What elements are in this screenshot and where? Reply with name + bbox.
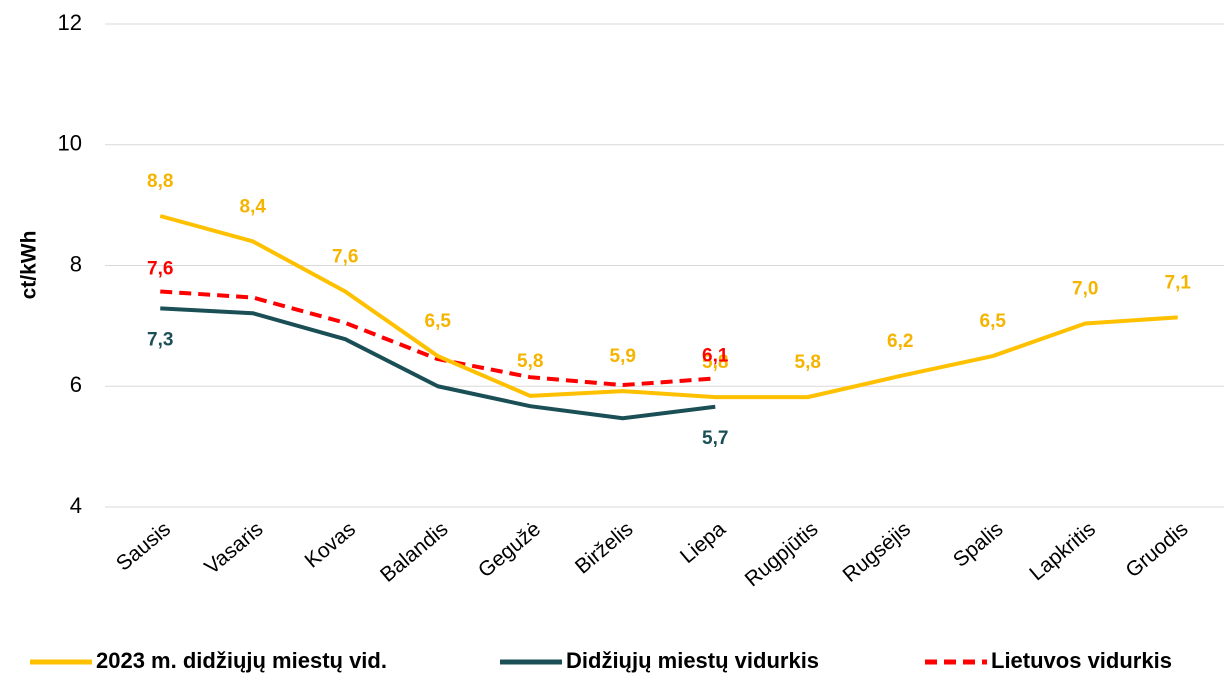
x-tick-label: Liepa [676, 517, 730, 568]
data-label: 6,1 [702, 345, 729, 366]
y-axis-label: ct/kWh [18, 231, 41, 300]
data-label: 5,9 [610, 346, 636, 367]
series-line [160, 289, 716, 388]
data-label: 7,0 [1072, 278, 1098, 299]
data-label: 7,3 [147, 329, 173, 350]
data-label: 6,5 [980, 311, 1007, 332]
data-label: 8,8 [147, 171, 173, 192]
series-line [159, 214, 1178, 400]
data-label: 7,6 [332, 246, 358, 267]
data-label: 5,8 [795, 352, 821, 373]
x-tick-label: Gruodis [1121, 517, 1192, 582]
x-tick-label: Rugpjūtis [741, 517, 823, 591]
data-label: 5,8 [517, 351, 543, 372]
y-tick-label: 6 [70, 372, 82, 397]
x-tick-label: Rugsėjis [839, 517, 915, 586]
x-tick-label: Balandis [376, 517, 452, 586]
x-tick-label: Vasaris [200, 517, 267, 579]
y-tick-label: 10 [58, 131, 82, 156]
x-tick-label: Gegužė [474, 517, 545, 582]
data-label: 6,5 [425, 311, 452, 332]
data-label: 7,6 [147, 258, 173, 279]
x-tick-label: Sausis [112, 517, 175, 575]
legend-label: Didžiųjų miestų vidurkis [566, 648, 819, 673]
series-line [160, 306, 716, 421]
x-tick-label: Birželis [571, 517, 638, 578]
x-tick-label: Lapkritis [1025, 517, 1100, 585]
legend-label: 2023 m. didžiųjų miestų vid. [96, 648, 387, 673]
y-tick-label: 8 [70, 251, 82, 276]
data-label: 6,2 [887, 331, 913, 352]
y-tick-label: 4 [70, 493, 82, 518]
data-label: 7,1 [1165, 272, 1192, 293]
x-tick-label: Kovas [301, 517, 361, 572]
x-tick-label: Spalis [949, 517, 1008, 571]
y-tick-label: 12 [58, 10, 82, 35]
data-label: 5,8 [702, 352, 728, 373]
data-label: 8,4 [240, 196, 267, 217]
legend-label: Lietuvos vidurkis [991, 648, 1172, 673]
data-label: 5,7 [702, 428, 728, 449]
